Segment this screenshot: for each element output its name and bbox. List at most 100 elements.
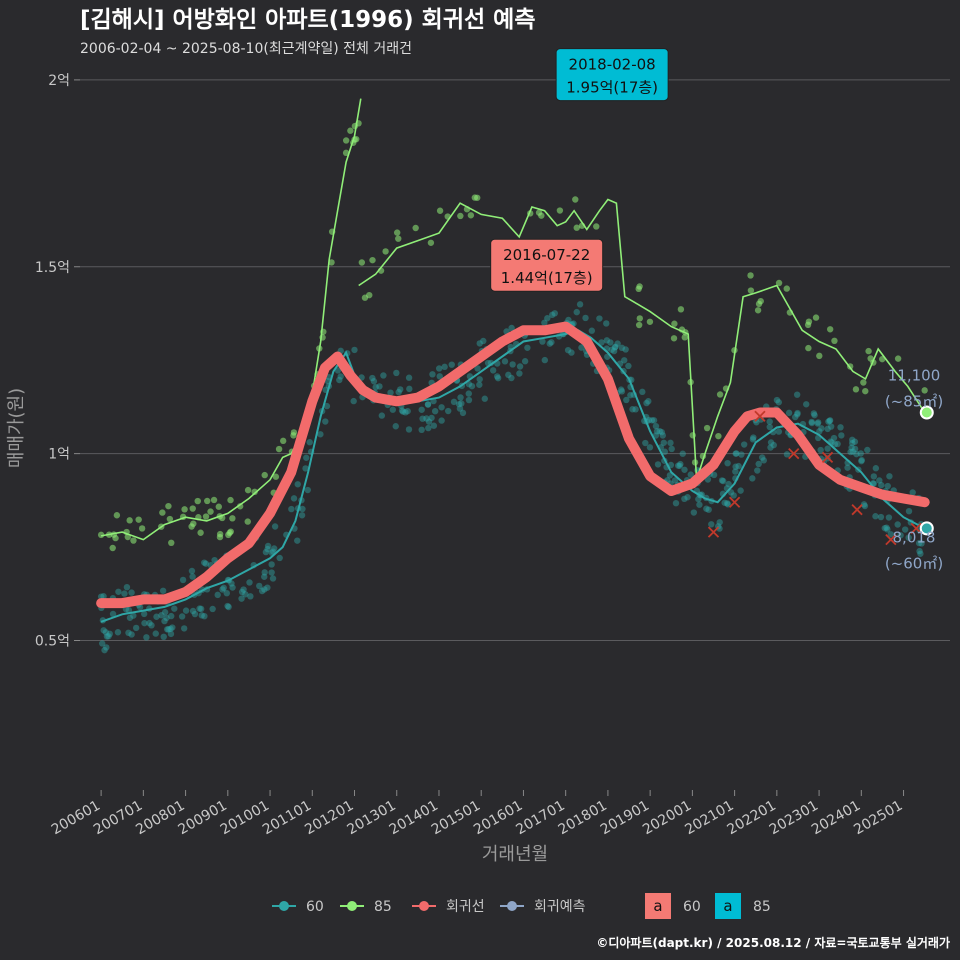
scatter-point-60 (750, 434, 757, 441)
scatter-point-60 (851, 438, 859, 445)
scatter-point-60 (618, 344, 626, 352)
scatter-point-60 (258, 587, 266, 595)
scatter-point-60 (917, 550, 924, 557)
scatter-point-60 (724, 500, 731, 507)
scatter-point-60 (158, 612, 165, 619)
scatter-point-60 (179, 576, 187, 584)
scatter-point-60 (225, 603, 232, 611)
scatter-point-60 (161, 609, 169, 616)
scatter-point-60 (103, 644, 110, 651)
scatter-point-60 (718, 477, 726, 484)
legend-key-point (347, 901, 357, 911)
scatter-point-60 (428, 414, 435, 422)
scatter-point-60 (684, 494, 691, 501)
scatter-point-85 (347, 127, 354, 134)
scatter-point-85 (677, 306, 685, 313)
scatter-point-60 (402, 409, 409, 416)
scatter-point-60 (724, 501, 732, 508)
scatter-point-85 (275, 445, 283, 453)
scatter-point-60 (775, 428, 783, 435)
scatter-point-85 (865, 347, 872, 355)
scatter-point-60 (872, 513, 879, 520)
series-lines (96, 98, 930, 623)
scatter-point-60 (148, 622, 155, 629)
scatter-point-60 (389, 406, 397, 413)
scatter-point-60 (883, 524, 890, 531)
scatter-point-60 (767, 444, 774, 451)
scatter-point-85 (436, 207, 444, 214)
scatter-point-85 (181, 506, 188, 513)
scatter-point-85 (227, 528, 234, 535)
scatter-point-60 (123, 583, 131, 591)
scatter-point-85 (126, 517, 133, 524)
scatter-point-85 (862, 387, 869, 395)
x-axis-label: 거래년월 (482, 844, 548, 865)
scatter-point-60 (128, 589, 135, 596)
scatter-point-60 (160, 633, 167, 641)
scatter-point-60 (435, 365, 443, 372)
scatter-point-85 (572, 196, 579, 203)
legend-label-glyph: a (653, 897, 662, 915)
scatter-point-60 (317, 431, 324, 438)
scatter-point-60 (211, 556, 218, 564)
scatter-point-60 (622, 346, 629, 353)
scatter-point-60 (261, 569, 268, 576)
scatter-point-60 (608, 346, 615, 353)
scatter-point-85 (229, 515, 236, 522)
scatter-point-60 (270, 545, 278, 552)
scatter-point-85 (852, 386, 860, 393)
scatter-point-60 (672, 499, 680, 507)
scatter-point-60 (725, 480, 732, 488)
scatter-point-60 (857, 450, 864, 457)
scatter-point-60 (188, 567, 196, 575)
scatter-point-60 (262, 548, 270, 556)
scatter-point-60 (167, 625, 174, 633)
scatter-point-60 (826, 417, 834, 424)
scatter-point-60 (106, 630, 113, 638)
scatter-point-85 (328, 259, 335, 266)
scatter-point-60 (826, 417, 833, 425)
scatter-point-60 (625, 362, 632, 370)
scatter-point-60 (817, 446, 824, 454)
scatter-point-60 (645, 398, 652, 405)
scatter-point-85 (783, 285, 790, 292)
scatter-point-60 (565, 316, 572, 324)
scatter-point-60 (159, 587, 167, 594)
scatter-point-60 (392, 423, 399, 430)
scatter-point-85 (207, 508, 214, 515)
forecast-marker (851, 504, 863, 516)
scatter-point-85 (894, 355, 902, 362)
scatter-point-60 (858, 457, 865, 465)
scatter-point-60 (676, 462, 683, 469)
scatter-point-60 (126, 614, 134, 621)
scatter-point-85 (251, 488, 258, 496)
legend-key-point (419, 901, 429, 911)
end-value-label: 11,100 (888, 367, 941, 385)
scatter-point-85 (427, 239, 435, 246)
scatter-point-60 (99, 640, 106, 647)
annotation-date: 2018-02-08 (569, 56, 656, 74)
scatter-point-85 (395, 235, 402, 242)
scatter-point-60 (827, 423, 835, 430)
scatter-point-85 (244, 486, 252, 494)
scatter-point-85 (573, 224, 580, 231)
scatter-point-60 (573, 308, 580, 316)
scatter-point-60 (860, 501, 868, 508)
scatter-point-60 (163, 614, 170, 622)
scatter-point-60 (202, 560, 210, 567)
scatter-point-60 (881, 524, 888, 532)
scatter-point-60 (652, 422, 660, 430)
scatter-point-85 (646, 318, 654, 325)
scatter-point-60 (256, 582, 263, 590)
scatter-point-60 (303, 454, 310, 461)
scatter-point-85 (747, 287, 755, 294)
scatter-point-60 (125, 606, 133, 614)
scatter-point-60 (220, 584, 227, 592)
scatter-point-85 (261, 471, 268, 479)
scatter-point-60 (770, 441, 777, 449)
scatter-point-60 (541, 356, 549, 364)
y-tick-label: 1.5억 (35, 260, 70, 276)
scatter-point-85 (168, 539, 175, 547)
scatter-point-60 (755, 460, 762, 468)
scatter-point-60 (568, 349, 575, 356)
